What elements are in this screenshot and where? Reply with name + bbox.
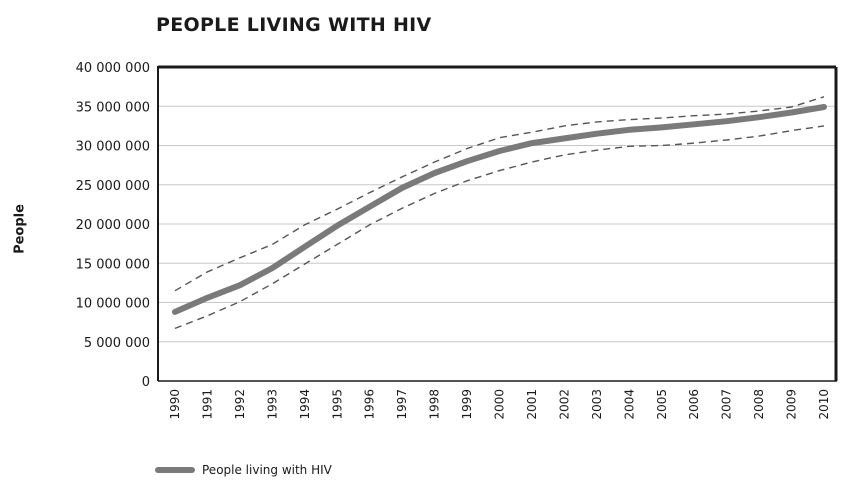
x-tick-label: 2005 xyxy=(655,389,669,420)
x-tick-label: 1997 xyxy=(395,389,409,420)
x-tick-label: 2006 xyxy=(687,389,701,420)
legend: People living with HIV xyxy=(155,463,332,477)
x-tick-label: 2004 xyxy=(622,389,636,420)
x-tick-label: 2000 xyxy=(493,389,507,420)
x-tick-label: 1995 xyxy=(330,389,344,420)
x-tick-label: 1990 xyxy=(168,389,182,420)
y-tick-label: 25 000 000 xyxy=(76,179,150,194)
y-tick-label: 0 xyxy=(142,375,150,390)
x-tick-label: 2009 xyxy=(785,389,799,420)
chart-title: PEOPLE LIVING WITH HIV xyxy=(156,14,432,36)
x-tick-label: 2010 xyxy=(817,389,831,420)
series-line xyxy=(172,104,827,315)
x-tick-label: 2002 xyxy=(557,389,571,420)
y-tick-label: 20 000 000 xyxy=(76,218,150,233)
x-tick-label: 1992 xyxy=(233,389,247,420)
x-tick-label: 2008 xyxy=(752,389,766,420)
x-tick-label: 2007 xyxy=(720,389,734,420)
x-tick-label: 1999 xyxy=(460,389,474,420)
x-tick-label: 1994 xyxy=(298,389,312,420)
upper-bound-line xyxy=(174,96,825,292)
y-tick-label: 10 000 000 xyxy=(76,297,150,312)
legend-swatch xyxy=(155,467,195,473)
legend-label: People living with HIV xyxy=(202,463,332,477)
x-tick-label: 2001 xyxy=(525,389,539,420)
y-tick-label: 5 000 000 xyxy=(84,336,150,351)
x-tick-label: 1991 xyxy=(200,389,214,420)
y-tick-label: 40 000 000 xyxy=(76,61,150,76)
x-tick-label: 2003 xyxy=(590,389,604,420)
y-tick-label: 30 000 000 xyxy=(76,140,150,155)
x-tick-label: 1996 xyxy=(363,389,377,420)
y-tick-label: 15 000 000 xyxy=(76,257,150,272)
x-tick-label: 1998 xyxy=(428,389,442,420)
x-tick-label: 1993 xyxy=(265,389,279,420)
lower-bound-line xyxy=(174,125,825,330)
y-tick-label: 35 000 000 xyxy=(76,100,150,115)
